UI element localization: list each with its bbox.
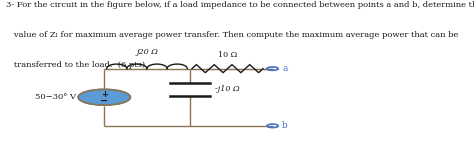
Text: 50−30° V: 50−30° V: [35, 93, 76, 101]
Text: a: a: [282, 64, 287, 73]
Text: +: +: [101, 90, 108, 99]
Text: value of Zₗ for maximum average power transfer. Then compute the maximum average: value of Zₗ for maximum average power tr…: [6, 31, 458, 39]
Text: −: −: [100, 95, 109, 105]
Text: b: b: [282, 121, 288, 130]
Text: -j10 Ω: -j10 Ω: [215, 85, 240, 93]
Text: 3- For the circuit in the figure below, if a load impedance to be connected betw: 3- For the circuit in the figure below, …: [6, 1, 474, 9]
Circle shape: [78, 89, 130, 105]
Text: j20 Ω: j20 Ω: [136, 48, 158, 56]
Text: transferred to the load.  (6 pts): transferred to the load. (6 pts): [6, 61, 145, 69]
Text: 10 Ω: 10 Ω: [218, 51, 237, 59]
